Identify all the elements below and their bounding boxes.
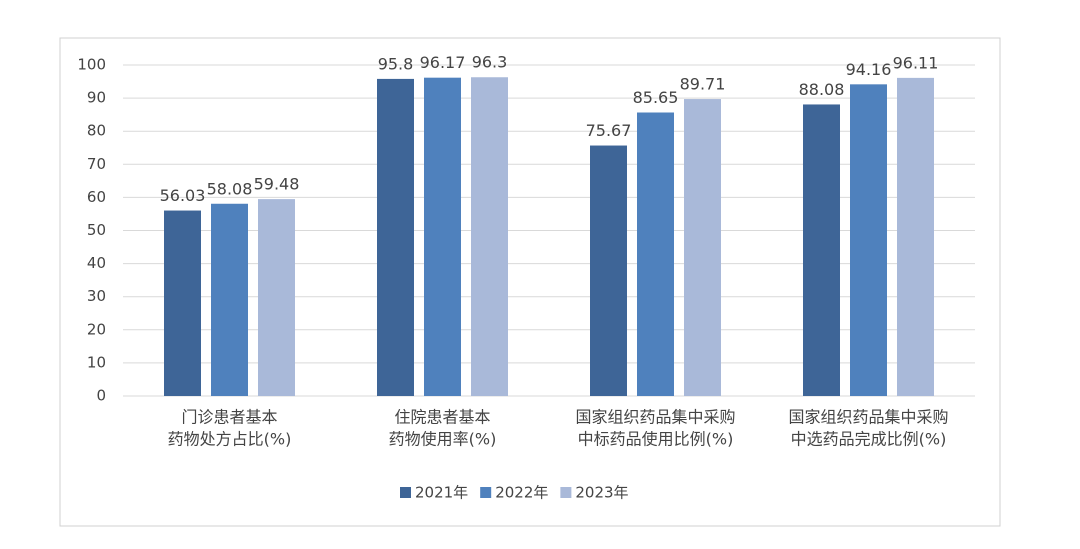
- bar: [424, 77, 461, 396]
- y-tick-label: 80: [87, 122, 106, 140]
- bar: [897, 77, 934, 396]
- bar: [850, 84, 887, 397]
- value-label: 94.16: [846, 60, 892, 79]
- x-tick-label: 中标药品使用比例(%): [578, 430, 734, 449]
- value-label: 56.03: [160, 186, 206, 205]
- y-tick-label: 30: [87, 287, 106, 305]
- value-label: 95.8: [378, 54, 414, 73]
- legend-label: 2023年: [575, 484, 628, 502]
- value-label: 75.67: [586, 121, 632, 140]
- bar: [377, 78, 414, 396]
- legend-swatch: [400, 487, 411, 498]
- bar: [637, 112, 674, 396]
- x-tick-label: 中选药品完成比例(%): [791, 430, 947, 449]
- value-label: 96.11: [893, 53, 939, 72]
- x-tick-label: 门诊患者基本: [181, 408, 277, 427]
- bar: [164, 210, 201, 396]
- y-tick-label: 100: [77, 56, 106, 74]
- legend-swatch: [560, 487, 572, 498]
- y-tick-label: 70: [87, 155, 106, 173]
- x-tick-label: 药物使用率(%): [389, 430, 497, 449]
- bar: [590, 145, 627, 396]
- bar: [803, 104, 840, 396]
- x-tick-label: 住院患者基本: [394, 408, 490, 427]
- bar: [211, 203, 248, 396]
- y-tick-label: 90: [87, 89, 106, 107]
- value-label: 58.08: [207, 179, 253, 198]
- value-label: 85.65: [633, 88, 679, 107]
- legend-label: 2022年: [495, 484, 548, 502]
- y-tick-label: 60: [87, 188, 106, 206]
- bar: [684, 99, 721, 396]
- legend-swatch: [480, 487, 492, 498]
- y-tick-label: 20: [87, 320, 106, 338]
- bar: [471, 77, 508, 396]
- value-label: 88.08: [799, 80, 845, 99]
- bar: [258, 199, 295, 396]
- x-tick-label: 国家组织药品集中采购: [788, 408, 948, 427]
- y-tick-label: 0: [96, 387, 106, 405]
- value-label: 96.3: [472, 53, 508, 72]
- value-label: 89.71: [680, 75, 726, 94]
- y-tick-label: 50: [87, 221, 106, 239]
- legend-label: 2021年: [415, 484, 468, 502]
- value-label: 59.48: [254, 175, 300, 194]
- y-tick-label: 10: [87, 353, 106, 371]
- y-tick-label: 40: [87, 254, 106, 272]
- value-label: 96.17: [420, 53, 466, 72]
- x-tick-label: 药物处方占比(%): [168, 430, 292, 449]
- x-tick-label: 国家组织药品集中采购: [575, 408, 735, 427]
